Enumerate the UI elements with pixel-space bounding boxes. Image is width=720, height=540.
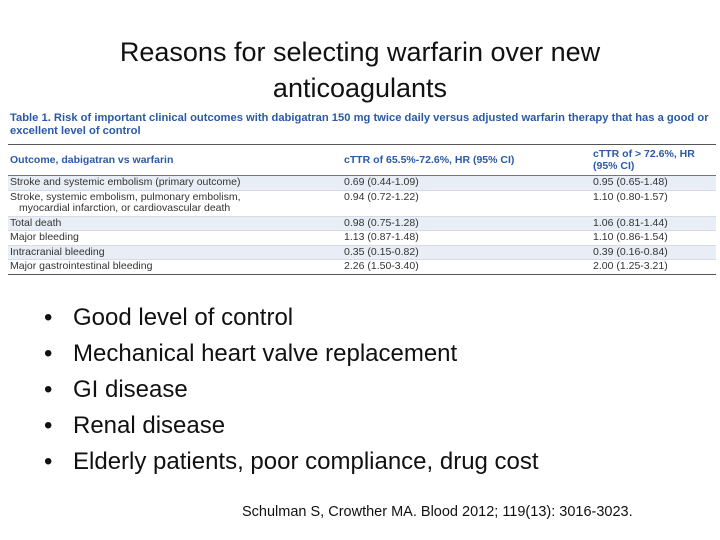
cell-cttr-mid: 0.35 (0.15-0.82) <box>342 245 591 260</box>
cell-outcome: Total death <box>8 216 342 231</box>
cell-cttr-high: 0.39 (0.16-0.84) <box>591 245 716 260</box>
slide-title: Reasons for selecting warfarin over new … <box>60 34 660 106</box>
list-item: • Renal disease <box>44 408 539 444</box>
cell-outcome-line-2: myocardial infarction, or cardiovascular… <box>19 202 231 214</box>
cell-outcome: Intracranial bleeding <box>8 245 342 260</box>
table-caption-line-2: excellent level of control <box>10 125 141 137</box>
cell-cttr-mid: 0.69 (0.44-1.09) <box>342 175 591 191</box>
list-item: • Elderly patients, poor compliance, drug… <box>44 444 539 480</box>
slide-title-line-2: anticoagulants <box>272 73 448 103</box>
table-header-row: Outcome, dabigatran vs warfarin cTTR of … <box>8 144 716 176</box>
table-row: Stroke and systemic embolism (primary ou… <box>8 175 716 191</box>
cell-cttr-mid: 2.26 (1.50-3.40) <box>342 259 591 275</box>
outcomes-table-figure: Table 1. Risk of important clinical outc… <box>8 112 716 275</box>
list-item: • GI disease <box>44 372 539 408</box>
list-item-text: GI disease <box>73 376 188 403</box>
citation: Schulman S, Crowther MA. Blood 2012; 119… <box>242 504 633 520</box>
cell-outcome: Stroke, systemic embolism, pulmonary emb… <box>8 190 342 217</box>
cell-cttr-mid: 1.13 (0.87-1.48) <box>342 230 591 246</box>
cell-outcome: Stroke and systemic embolism (primary ou… <box>8 175 342 191</box>
list-item-text: Elderly patients, poor compliance, drug … <box>73 448 539 475</box>
cell-cttr-high: 0.95 (0.65-1.48) <box>591 175 716 191</box>
bullet-icon: • <box>44 412 53 439</box>
bullet-icon: • <box>44 340 53 367</box>
list-item-text: Good level of control <box>73 304 294 331</box>
table-row: Major bleeding 1.13 (0.87-1.48) 1.10 (0.… <box>8 230 716 246</box>
header-cttr-mid: cTTR of 65.5%-72.6%, HR (95% CI) <box>342 144 591 176</box>
table-row: Intracranial bleeding 0.35 (0.15-0.82) 0… <box>8 245 716 260</box>
cell-cttr-high: 1.10 (0.80-1.57) <box>591 190 716 217</box>
bullet-icon: • <box>44 376 53 403</box>
list-item-text: Renal disease <box>73 412 226 439</box>
cell-cttr-high: 2.00 (1.25-3.21) <box>591 259 716 275</box>
table-row: Total death 0.98 (0.75-1.28) 1.06 (0.81-… <box>8 216 716 231</box>
table-caption: Table 1. Risk of important clinical outc… <box>8 112 716 138</box>
table-row: Major gastrointestinal bleeding 2.26 (1.… <box>8 259 716 275</box>
cell-outcome: Major gastrointestinal bleeding <box>8 259 342 275</box>
cell-outcome: Major bleeding <box>8 230 342 246</box>
bullet-icon: • <box>44 304 53 331</box>
list-item: • Mechanical heart valve replacement <box>44 336 539 372</box>
cell-cttr-high: 1.06 (0.81-1.44) <box>591 216 716 231</box>
reasons-list: • Good level of control • Mechanical heart… <box>44 300 539 480</box>
outcomes-table: Outcome, dabigatran vs warfarin cTTR of … <box>8 144 716 275</box>
table-row: Stroke, systemic embolism, pulmonary emb… <box>8 190 716 217</box>
cell-cttr-high: 1.10 (0.86-1.54) <box>591 230 716 246</box>
cell-cttr-mid: 0.94 (0.72-1.22) <box>342 190 591 217</box>
header-outcome: Outcome, dabigatran vs warfarin <box>8 144 342 176</box>
cell-cttr-mid: 0.98 (0.75-1.28) <box>342 216 591 231</box>
header-cttr-high: cTTR of > 72.6%, HR (95% CI) <box>591 144 716 176</box>
slide-title-line-1: Reasons for selecting warfarin over new <box>119 37 601 67</box>
bullet-icon: • <box>44 448 53 475</box>
list-item: • Good level of control <box>44 300 539 336</box>
table-caption-line-1: Table 1. Risk of important clinical outc… <box>10 112 709 124</box>
cell-outcome-line-1: Stroke, systemic embolism, pulmonary emb… <box>10 190 241 203</box>
list-item-text: Mechanical heart valve replacement <box>73 340 458 367</box>
